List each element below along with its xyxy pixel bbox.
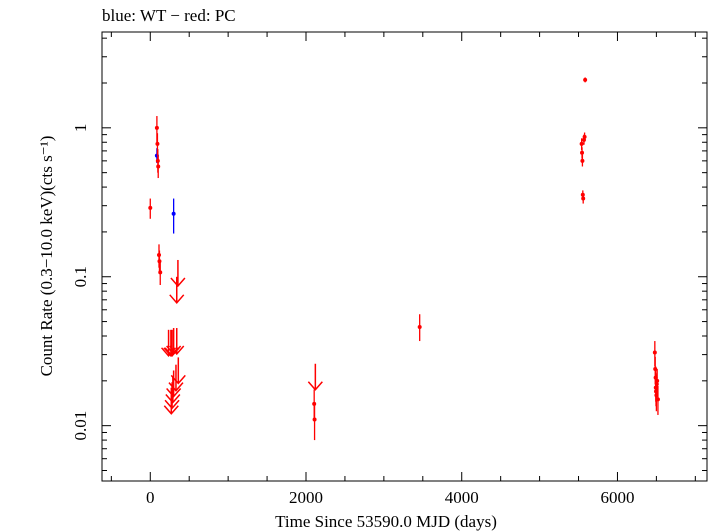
upper-limit-arrow (165, 376, 181, 404)
upper-limit-arrow (170, 259, 186, 288)
plot-frame (101, 31, 708, 482)
x-tick-label: 2000 (289, 488, 323, 507)
y-tick-label: 0.1 (71, 266, 90, 287)
y-tick-label: 0.01 (71, 411, 90, 441)
pc-data-point (155, 141, 160, 146)
upper-limit-head (163, 347, 179, 357)
upper-limit-arrow (169, 276, 185, 304)
upper-limit-arrow (166, 370, 182, 398)
pc-data-point (158, 270, 163, 275)
pc-data-point (652, 350, 657, 355)
pc-data-point (583, 77, 588, 82)
x-axis: 0 2000 4000 6000 (110, 32, 696, 507)
upper-limit-arrow (163, 387, 179, 415)
pc-data-point (580, 158, 585, 163)
y-axis: 0.01 0.1 1 (71, 37, 707, 471)
pc-data-point (582, 134, 587, 139)
pc-data-point (580, 150, 585, 155)
pc-data-point (579, 141, 584, 146)
pc-data-point (148, 205, 153, 210)
upper-limit-head (168, 382, 184, 392)
data-points (148, 77, 660, 441)
upper-limit-arrow (169, 328, 185, 356)
upper-limit-head (166, 345, 182, 356)
pc-data-point (417, 324, 422, 329)
x-tick-label: 4000 (445, 488, 479, 507)
upper-limit-arrow (164, 382, 180, 410)
x-axis-label: Time Since 53590.0 MJD (days) (275, 512, 497, 531)
pc-data-point (581, 196, 586, 201)
x-tick-label: 0 (146, 488, 155, 507)
upper-limit-head (163, 405, 179, 415)
pc-data-point (156, 164, 161, 169)
wt-data-point (171, 211, 176, 216)
pc-data-point (655, 378, 660, 383)
upper-limit-head (169, 345, 185, 356)
upper-limit-arrow (168, 364, 184, 392)
upper-limit-head (164, 399, 180, 410)
pc-data-point (655, 397, 660, 402)
y-axis-label: Count Rate (0.3−10.0 keV)(cts s⁻¹) (37, 136, 56, 377)
upper-limit-head (165, 393, 181, 404)
pc-data-point (312, 417, 317, 422)
upper-limit-arrow (307, 363, 323, 391)
upper-limit-head (170, 277, 186, 288)
pc-data-point (154, 125, 159, 130)
upper-limit-head (169, 294, 185, 304)
upper-limit-head (307, 381, 323, 391)
chart-title: blue: WT − red: PC (102, 6, 236, 25)
x-tick-label: 6000 (600, 488, 634, 507)
upper-limit-head (166, 387, 182, 398)
y-tick-label: 1 (71, 124, 90, 132)
